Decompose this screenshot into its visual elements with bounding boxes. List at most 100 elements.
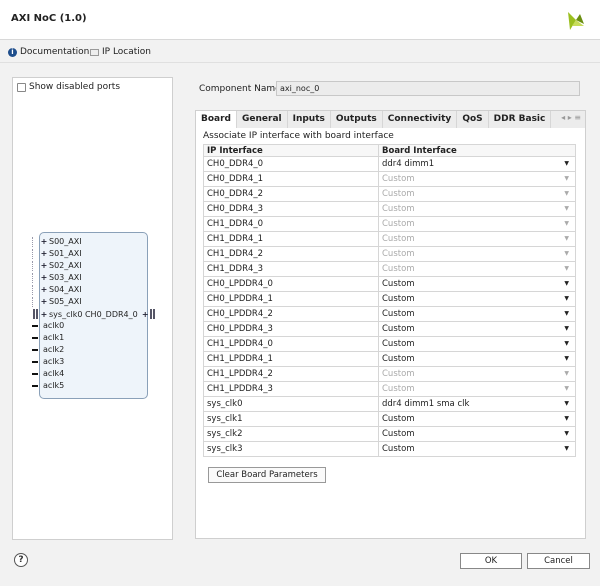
- ip-location-label: IP Location: [102, 47, 152, 57]
- expand-icon[interactable]: +: [40, 273, 48, 282]
- tab-board[interactable]: Board: [196, 111, 237, 128]
- tab-ddr-basic[interactable]: DDR Basic: [489, 111, 552, 128]
- dropdown-arrow-icon: ▼: [564, 385, 569, 392]
- table-row: CH1_LPDDR4_3 Custom ▼: [203, 381, 576, 397]
- component-name-label: Component Name: [199, 84, 281, 94]
- table-row: CH1_DDR4_0 Custom ▼: [203, 216, 576, 232]
- ip-interface-cell: CH1_DDR4_3: [203, 261, 379, 277]
- table-row: CH0_LPDDR4_2 Custom ▼: [203, 306, 576, 322]
- ip-interface-cell: CH1_LPDDR4_1: [203, 351, 379, 367]
- board-interface-dropdown[interactable]: Custom ▼: [378, 441, 576, 457]
- board-interface-value: ddr4 dimm1: [382, 159, 435, 169]
- dropdown-arrow-icon: ▼: [564, 370, 569, 377]
- board-interface-dropdown[interactable]: Custom ▼: [378, 321, 576, 337]
- show-disabled-ports-checkbox[interactable]: Show disabled ports: [17, 82, 120, 92]
- board-interface-value: Custom: [382, 204, 415, 214]
- clock-port-label: aclk1: [43, 333, 65, 342]
- input-port: + S01_AXI: [32, 248, 82, 259]
- board-interface-value: Custom: [382, 234, 415, 244]
- expand-icon[interactable]: +: [40, 285, 48, 294]
- input-port: + S02_AXI: [32, 260, 82, 271]
- board-interface-dropdown: Custom ▼: [378, 201, 576, 217]
- table-row: sys_clk0 ddr4 dimm1 sma clk ▼: [203, 396, 576, 412]
- dropdown-arrow-icon: ▼: [564, 325, 569, 332]
- expand-icon[interactable]: +: [40, 249, 48, 258]
- board-interface-dropdown[interactable]: ddr4 dimm1 ▼: [378, 156, 576, 172]
- dropdown-arrow-icon: ▼: [564, 220, 569, 227]
- tab-general[interactable]: General: [237, 111, 288, 128]
- clock-port-label: aclk5: [43, 381, 65, 390]
- table-row: CH1_DDR4_3 Custom ▼: [203, 261, 576, 277]
- clock-port: aclk5: [32, 381, 64, 390]
- board-interface-value: Custom: [382, 174, 415, 184]
- expand-icon[interactable]: +: [141, 309, 149, 319]
- documentation-label: Documentation: [20, 47, 90, 57]
- board-interface-dropdown[interactable]: ddr4 dimm1 sma clk ▼: [378, 396, 576, 412]
- board-interface-value: Custom: [382, 444, 415, 454]
- ip-interface-cell: sys_clk2: [203, 426, 379, 442]
- ports: + S00_AXI + S01_AXI + S02_AXI + S03_AXI + S04_AXI…: [32, 232, 162, 402]
- board-interface-dropdown[interactable]: Custom ▼: [378, 306, 576, 322]
- dropdown-arrow-icon: ▼: [564, 310, 569, 317]
- input-port: + S04_AXI: [32, 284, 82, 295]
- ip-interface-cell: CH1_LPDDR4_2: [203, 366, 379, 382]
- ok-button[interactable]: OK: [460, 553, 522, 569]
- clock-port-label: aclk0: [43, 321, 65, 330]
- tab-outputs[interactable]: Outputs: [331, 111, 383, 128]
- title-bar: AXI NoC (1.0): [0, 0, 600, 40]
- board-interface-dropdown[interactable]: Custom ▼: [378, 351, 576, 367]
- board-interface-dropdown[interactable]: Custom ▼: [378, 276, 576, 292]
- board-interface-dropdown[interactable]: Custom ▼: [378, 336, 576, 352]
- clear-board-parameters-button[interactable]: Clear Board Parameters: [208, 467, 326, 483]
- table-row: CH0_LPDDR4_0 Custom ▼: [203, 276, 576, 292]
- sys-clk-port: + sys_clk0 CH0_DDR4_0 +: [32, 309, 156, 319]
- folder-icon: [90, 48, 99, 56]
- clock-port: aclk2: [32, 345, 64, 354]
- board-interface-dropdown: Custom ▼: [378, 246, 576, 262]
- component-name-input[interactable]: axi_noc_0: [276, 81, 580, 96]
- board-interface-dropdown[interactable]: Custom ▼: [378, 291, 576, 307]
- board-interface-dropdown: Custom ▼: [378, 216, 576, 232]
- bus-icon: [150, 309, 156, 319]
- expand-icon[interactable]: +: [40, 261, 48, 270]
- dropdown-arrow-icon: ▼: [564, 190, 569, 197]
- expand-icon[interactable]: +: [40, 237, 48, 246]
- dropdown-arrow-icon: ▼: [564, 355, 569, 362]
- table-row: CH1_LPDDR4_0 Custom ▼: [203, 336, 576, 352]
- documentation-link[interactable]: i Documentation: [8, 47, 89, 57]
- ip-location-link[interactable]: IP Location: [90, 47, 151, 57]
- ip-interface-cell: CH1_DDR4_2: [203, 246, 379, 262]
- dropdown-arrow-icon: ▼: [564, 400, 569, 407]
- board-interface-value: Custom: [382, 354, 415, 364]
- vivado-logo-icon: [568, 12, 584, 30]
- dropdown-arrow-icon: ▼: [564, 430, 569, 437]
- board-interface-value: Custom: [382, 279, 415, 289]
- board-interface-value: Custom: [382, 189, 415, 199]
- board-interface-dropdown[interactable]: Custom ▼: [378, 411, 576, 427]
- input-port: + S05_AXI: [32, 296, 82, 307]
- info-icon: i: [8, 47, 17, 57]
- port-label: sys_clk0: [49, 309, 83, 319]
- help-button[interactable]: ?: [14, 553, 28, 567]
- board-interface-value: Custom: [382, 414, 415, 424]
- ip-interface-cell: CH0_LPDDR4_0: [203, 276, 379, 292]
- tab-connectivity[interactable]: Connectivity: [383, 111, 458, 128]
- ip-interface-cell: CH0_DDR4_3: [203, 201, 379, 217]
- table-row: CH0_LPDDR4_3 Custom ▼: [203, 321, 576, 337]
- ip-interface-cell: CH0_DDR4_2: [203, 186, 379, 202]
- tab-inputs[interactable]: Inputs: [288, 111, 331, 128]
- board-interface-value: Custom: [382, 309, 415, 319]
- board-interface-dropdown[interactable]: Custom ▼: [378, 426, 576, 442]
- board-interface-value: Custom: [382, 324, 415, 334]
- tab-scroll-controls[interactable]: ◂ ▸ ≡: [561, 113, 581, 122]
- clock-port-label: aclk2: [43, 345, 65, 354]
- cancel-button[interactable]: Cancel: [527, 553, 590, 569]
- dropdown-arrow-icon: ▼: [564, 235, 569, 242]
- table-row: sys_clk3 Custom ▼: [203, 441, 576, 457]
- port-label: S01_AXI: [49, 249, 82, 258]
- table-row: CH1_DDR4_1 Custom ▼: [203, 231, 576, 247]
- tab-qos[interactable]: QoS: [457, 111, 489, 128]
- expand-icon[interactable]: +: [40, 309, 48, 319]
- expand-icon[interactable]: +: [40, 297, 48, 306]
- board-interface-dropdown: Custom ▼: [378, 186, 576, 202]
